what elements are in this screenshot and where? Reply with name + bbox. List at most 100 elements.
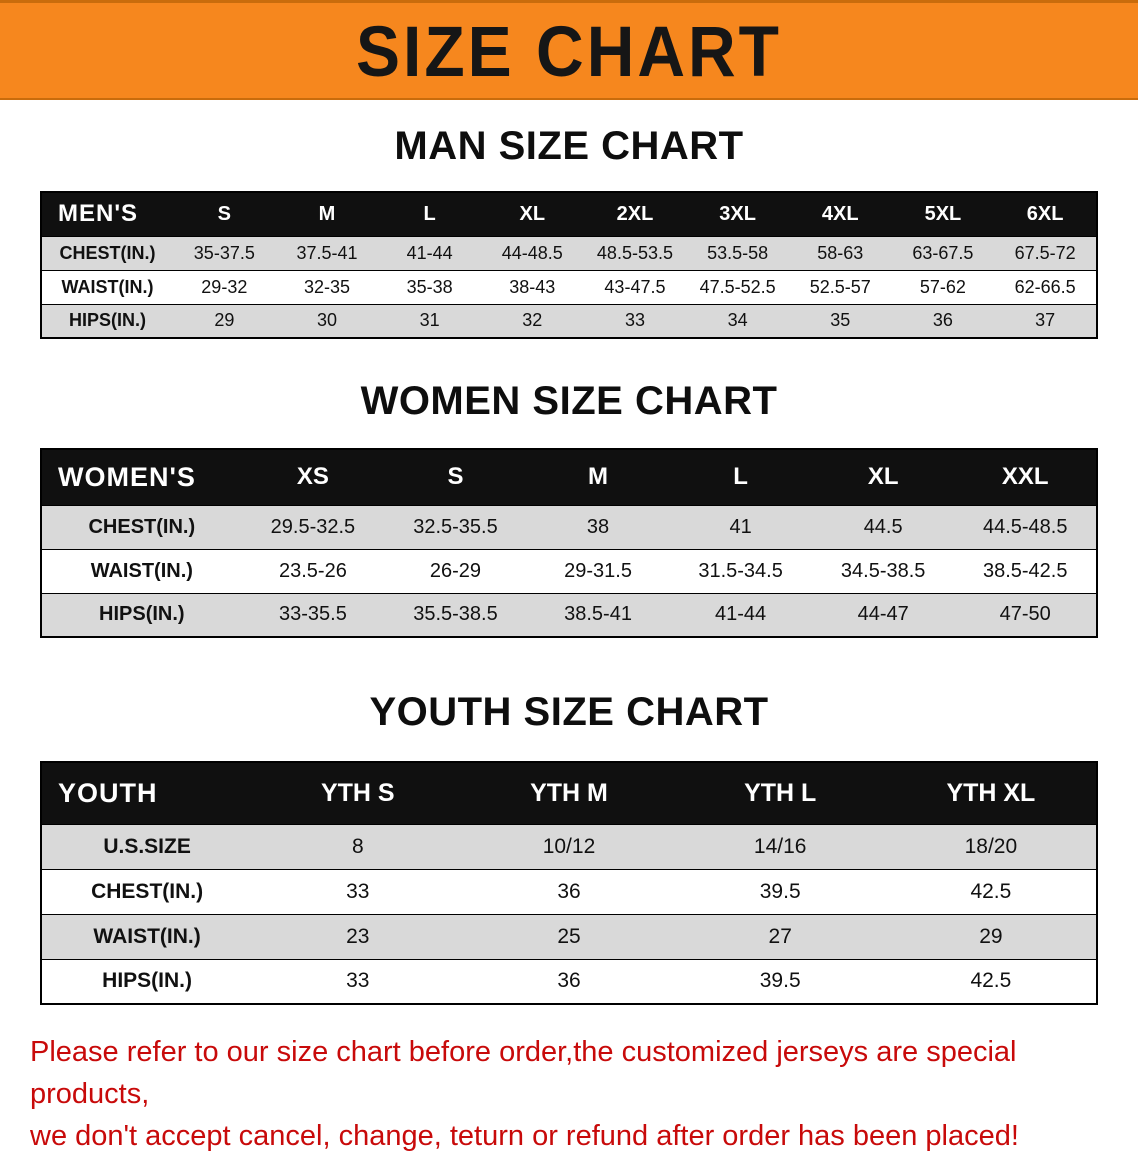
size-column-header: YTH S xyxy=(252,761,464,825)
size-value-cell: 29-32 xyxy=(173,269,276,305)
size-value-cell: 18/20 xyxy=(885,823,1097,870)
measurement-row: WAIST(IN.) 29-32 32-35 35-38 38-43 43-47.5 47.… xyxy=(41,269,1097,305)
size-value-cell: 36 xyxy=(891,303,995,339)
section-youth-size-chart: YOUTH SIZE CHART YOUTH YTH S YTH M YTH L YTH … xyxy=(0,690,1138,1005)
size-value-cell: 67.5-72 xyxy=(994,235,1097,271)
row-label: CHEST(IN.) xyxy=(41,868,253,915)
size-value-cell: 39.5 xyxy=(674,868,886,915)
size-value-cell: 26-29 xyxy=(384,548,527,594)
size-value-cell: 53.5-58 xyxy=(686,235,789,271)
size-value-cell: 29-31.5 xyxy=(526,548,670,594)
measurement-row: HIPS(IN.) 29 30 31 32 33 34 35 36 37 xyxy=(41,303,1097,339)
size-value-cell: 33 xyxy=(252,868,464,915)
measurement-row: CHEST(IN.) 35-37.5 37.5-41 41-44 44-48.5 48.5… xyxy=(41,235,1097,271)
size-column-header: M xyxy=(275,191,379,237)
size-value-cell: 44.5 xyxy=(811,504,955,550)
youth-table-head: YOUTH YTH S YTH M YTH L YTH XL xyxy=(41,761,1097,825)
man-section-heading: MAN SIZE CHART xyxy=(394,124,744,168)
size-column-header: YTH M xyxy=(463,761,675,825)
size-value-cell: 44-47 xyxy=(811,592,955,638)
size-value-cell: 29 xyxy=(885,913,1097,960)
size-value-cell: 41-44 xyxy=(669,592,812,638)
measurement-row: U.S.SIZE 8 10/12 14/16 18/20 xyxy=(41,823,1097,870)
size-column-header: 5XL xyxy=(891,191,995,237)
women-size-table: WOMEN'S XS S M L XL XXL CHEST(IN.) 29.5-32.5 32.5… xyxy=(40,448,1098,638)
measurement-row: HIPS(IN.) 33-35.5 35.5-38.5 38.5-41 41-44 44-… xyxy=(41,592,1097,638)
size-value-cell: 44.5-48.5 xyxy=(954,504,1097,550)
size-column-header: S xyxy=(173,191,276,237)
size-value-cell: 47-50 xyxy=(954,592,1097,638)
notice-line-1: Please refer to our size chart before or… xyxy=(30,1036,1017,1111)
size-value-cell: 23.5-26 xyxy=(241,548,385,594)
size-value-cell: 42.5 xyxy=(885,958,1097,1005)
size-value-cell: 23 xyxy=(252,913,464,960)
size-value-cell: 35-38 xyxy=(378,269,481,305)
size-column-header: YTH L xyxy=(674,761,886,825)
table-header-row: YOUTH YTH S YTH M YTH L YTH XL xyxy=(41,761,1097,825)
table-header-row: MEN'S S M L XL 2XL 3XL 4XL 5XL 6XL xyxy=(41,191,1097,237)
size-value-cell: 38 xyxy=(526,504,670,550)
size-column-header: L xyxy=(378,191,481,237)
size-value-cell: 57-62 xyxy=(891,269,995,305)
measurement-row: CHEST(IN.) 29.5-32.5 32.5-35.5 38 41 44.5 44.5… xyxy=(41,504,1097,550)
size-column-header: 6XL xyxy=(994,191,1097,237)
size-column-header: YTH XL xyxy=(885,761,1097,825)
women-table-body: CHEST(IN.) 29.5-32.5 32.5-35.5 38 41 44.5 44.5… xyxy=(41,504,1097,638)
women-section-heading: WOMEN SIZE CHART xyxy=(360,379,778,423)
size-column-header: 4XL xyxy=(788,191,892,237)
size-value-cell: 42.5 xyxy=(885,868,1097,915)
size-value-cell: 37.5-41 xyxy=(275,235,379,271)
size-column-header: M xyxy=(526,448,670,506)
size-column-header: XL xyxy=(480,191,584,237)
youth-section-heading: YOUTH SIZE CHART xyxy=(369,690,769,734)
man-table-body: CHEST(IN.) 35-37.5 37.5-41 41-44 44-48.5 48.5… xyxy=(41,235,1097,339)
size-value-cell: 30 xyxy=(275,303,379,339)
size-value-cell: 34 xyxy=(686,303,789,339)
row-label: WAIST(IN.) xyxy=(41,548,242,594)
table-header-row: WOMEN'S XS S M L XL XXL xyxy=(41,448,1097,506)
size-value-cell: 62-66.5 xyxy=(994,269,1097,305)
size-value-cell: 41-44 xyxy=(378,235,481,271)
size-value-cell: 33-35.5 xyxy=(241,592,385,638)
size-value-cell: 38.5-42.5 xyxy=(954,548,1097,594)
youth-corner-label: YOUTH xyxy=(41,761,253,825)
size-column-header: XXL xyxy=(954,448,1097,506)
size-value-cell: 33 xyxy=(252,958,464,1005)
size-column-header: 2XL xyxy=(583,191,687,237)
size-value-cell: 41 xyxy=(669,504,812,550)
measurement-row: WAIST(IN.) 23.5-26 26-29 29-31.5 31.5-34.5 34… xyxy=(41,548,1097,594)
page-title: SIZE CHART xyxy=(356,10,782,91)
size-value-cell: 10/12 xyxy=(463,823,675,870)
youth-table-body: U.S.SIZE 8 10/12 14/16 18/20 CHEST(IN.) 33 36 39… xyxy=(41,823,1097,1005)
size-column-header: XL xyxy=(811,448,955,506)
size-value-cell: 44-48.5 xyxy=(480,235,584,271)
order-notice: Please refer to our size chart before or… xyxy=(30,1031,1122,1157)
size-value-cell: 38.5-41 xyxy=(526,592,670,638)
size-value-cell: 25 xyxy=(463,913,675,960)
size-value-cell: 27 xyxy=(674,913,886,960)
section-women-size-chart: WOMEN SIZE CHART WOMEN'S XS S M L XL XXL CHEST(I… xyxy=(0,379,1138,638)
size-value-cell: 39.5 xyxy=(674,958,886,1005)
size-value-cell: 32 xyxy=(480,303,584,339)
size-value-cell: 37 xyxy=(994,303,1097,339)
banner: SIZE CHART xyxy=(0,0,1138,100)
size-column-header: 3XL xyxy=(686,191,789,237)
size-value-cell: 32-35 xyxy=(275,269,379,305)
sections-container: MAN SIZE CHART MEN'S S M L XL 2XL 3XL 4XL 5XL 6XL C… xyxy=(0,124,1138,1005)
youth-size-table: YOUTH YTH S YTH M YTH L YTH XL U.S.SIZE 8 10/12… xyxy=(40,761,1098,1005)
size-value-cell: 63-67.5 xyxy=(891,235,995,271)
measurement-row: CHEST(IN.) 33 36 39.5 42.5 xyxy=(41,868,1097,915)
row-label: U.S.SIZE xyxy=(41,823,253,870)
size-value-cell: 35 xyxy=(788,303,892,339)
size-value-cell: 35.5-38.5 xyxy=(384,592,527,638)
man-table-head: MEN'S S M L XL 2XL 3XL 4XL 5XL 6XL xyxy=(41,191,1097,237)
size-value-cell: 38-43 xyxy=(480,269,584,305)
size-value-cell: 14/16 xyxy=(674,823,886,870)
measurement-row: HIPS(IN.) 33 36 39.5 42.5 xyxy=(41,958,1097,1005)
size-value-cell: 35-37.5 xyxy=(173,235,276,271)
size-value-cell: 52.5-57 xyxy=(788,269,892,305)
size-value-cell: 29 xyxy=(173,303,276,339)
section-man-size-chart: MAN SIZE CHART MEN'S S M L XL 2XL 3XL 4XL 5XL 6XL C… xyxy=(0,124,1138,339)
size-value-cell: 31.5-34.5 xyxy=(669,548,812,594)
